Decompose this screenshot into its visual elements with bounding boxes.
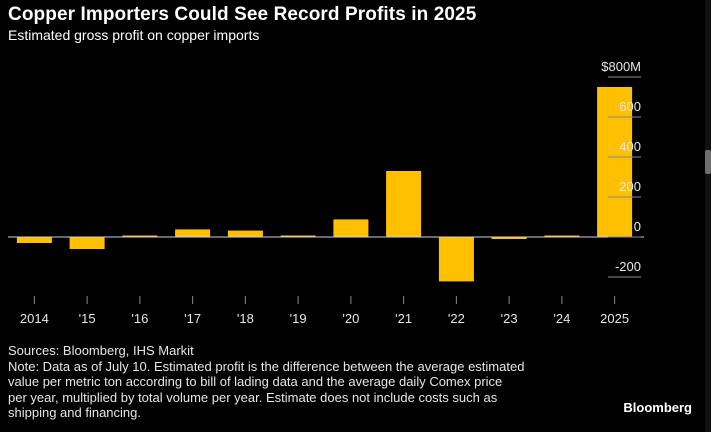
y-tick-label-5: -200 [615, 259, 641, 274]
bar-9 [491, 237, 527, 239]
bloomberg-logo: Bloomberg [623, 400, 692, 415]
note-line-1: Note: Data as of July 10. Estimated prof… [8, 358, 525, 374]
note-line-4: shipping and financing. [8, 405, 141, 420]
bar-chart: $800M 600 400 200 0 -200 2014 '15 '16 '17 '18 '19 '2… [8, 59, 644, 326]
x-tick-label-8: '22 [448, 311, 465, 326]
bar-7 [386, 171, 422, 237]
y-tick-label-3: 200 [619, 179, 641, 194]
x-tick-label-2: '16 [131, 311, 148, 326]
x-tick-label-0: 2014 [20, 311, 49, 326]
scrollbar-thumb[interactable] [705, 150, 711, 174]
bar-5 [280, 235, 316, 237]
x-tick-label-3: '17 [184, 311, 201, 326]
bar-0 [16, 237, 52, 243]
x-tick-label-11: 2025 [600, 311, 629, 326]
note-line-3: per year, multiplied by total volume per… [8, 389, 498, 405]
chart-title: Copper Importers Could See Record Profit… [8, 4, 477, 25]
sources-text: Sources: Bloomberg, IHS Markit [8, 343, 194, 358]
x-tick-label-1: '15 [79, 311, 96, 326]
x-tick-label-9: '23 [501, 311, 518, 326]
note-line-2: value per metric ton according to bill o… [8, 374, 503, 389]
chart-footer: Sources: Bloomberg, IHS Markit Note: Dat… [8, 343, 524, 421]
y-tick-label-0: $800M [601, 59, 641, 74]
bar-8 [438, 237, 474, 282]
bar-6 [333, 219, 369, 237]
scrollbar-track[interactable] [705, 0, 711, 432]
y-tick-label-2: 400 [619, 139, 641, 154]
chart-subtitle: Estimated gross profit on copper imports [8, 27, 260, 43]
bar-3 [175, 229, 211, 237]
x-tick-label-7: '21 [395, 311, 412, 326]
bar-4 [227, 230, 263, 237]
x-tick-label-4: '18 [237, 311, 254, 326]
bar-11 [597, 87, 633, 237]
bar-10 [544, 235, 580, 237]
bar-1 [69, 237, 105, 249]
x-tick-label-5: '19 [290, 311, 307, 326]
x-tick-label-6: '20 [342, 311, 359, 326]
y-tick-label-1: 600 [619, 99, 641, 114]
bar-2 [122, 235, 158, 237]
x-tick-label-10: '24 [553, 311, 570, 326]
y-tick-label-4: 0 [634, 219, 641, 234]
